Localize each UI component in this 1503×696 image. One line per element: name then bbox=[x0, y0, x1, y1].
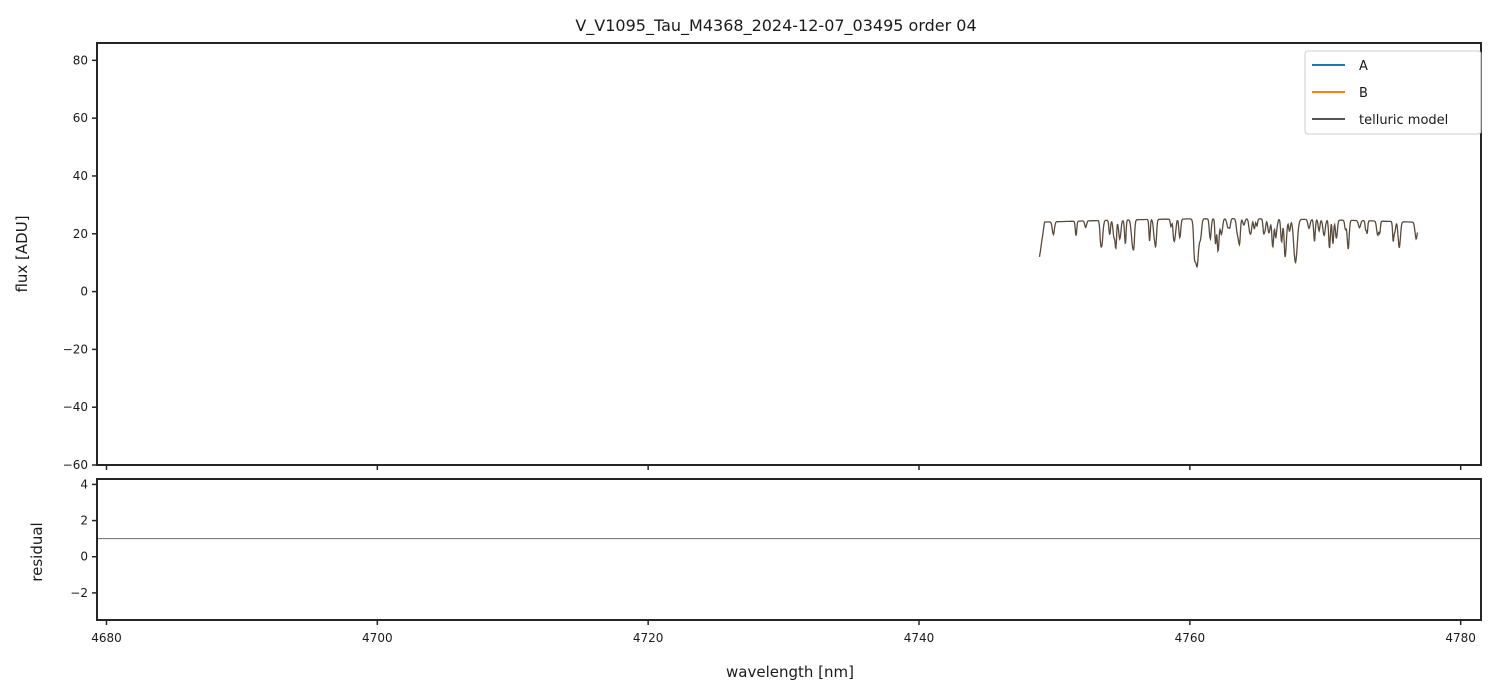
chart-title: V_V1095_Tau_M4368_2024-12-07_03495 order… bbox=[575, 16, 976, 36]
flux-y-axis-label: flux [ADU] bbox=[13, 215, 31, 292]
y-tick-label: 0 bbox=[80, 550, 88, 564]
x-tick-label: 4780 bbox=[1445, 631, 1476, 645]
legend-label-telluric: telluric model bbox=[1359, 113, 1448, 128]
residual-axes-frame bbox=[96, 478, 1482, 621]
y-tick-label: −40 bbox=[63, 400, 88, 414]
y-tick-label: 4 bbox=[80, 477, 88, 491]
legend-box bbox=[1304, 50, 1482, 135]
telluric-absorption-line bbox=[1038, 218, 1419, 269]
legend-label-b: B bbox=[1359, 86, 1368, 101]
flux-axes-frame bbox=[96, 42, 1482, 466]
x-tick-label: 4680 bbox=[91, 631, 122, 645]
flux-y-ticks: −60 −40 −20 0 20 40 60 80 bbox=[63, 53, 97, 472]
residual-y-ticks: −2 0 2 4 bbox=[70, 477, 97, 600]
y-tick-label: −20 bbox=[63, 342, 88, 356]
y-tick-label: 0 bbox=[80, 285, 88, 299]
residual-x-ticks: 4680 4700 4720 4740 4760 4780 bbox=[91, 620, 1476, 645]
y-tick-label: 60 bbox=[73, 111, 88, 125]
y-tick-label: 20 bbox=[73, 227, 88, 241]
y-tick-label: −60 bbox=[63, 458, 88, 472]
flux-panel: −60 −40 −20 0 20 40 60 80 flux [ADU] A B tellur… bbox=[13, 42, 1482, 472]
x-tick-label: 4760 bbox=[1175, 631, 1206, 645]
residual-panel: −2024 4680 4700 4720 4740 4760 4780 residual … bbox=[28, 477, 1482, 681]
x-tick-label: 4740 bbox=[904, 631, 935, 645]
residual-plot-area bbox=[97, 538, 1481, 540]
y-tick-label: 2 bbox=[80, 514, 88, 528]
legend: A B telluric model bbox=[1304, 50, 1482, 135]
x-tick-label: 4720 bbox=[633, 631, 664, 645]
flux-plot-area bbox=[1038, 218, 1419, 269]
legend-label-a: A bbox=[1359, 59, 1368, 74]
y-tick-label: 80 bbox=[73, 53, 88, 67]
residual-y-axis-label: residual bbox=[28, 522, 46, 581]
x-axis-label: wavelength [nm] bbox=[726, 663, 854, 681]
x-tick-label: 4700 bbox=[362, 631, 393, 645]
y-tick-label: 40 bbox=[73, 169, 88, 183]
flux-x-ticks bbox=[105, 465, 1462, 470]
y-tick-label: −2 bbox=[70, 586, 88, 600]
